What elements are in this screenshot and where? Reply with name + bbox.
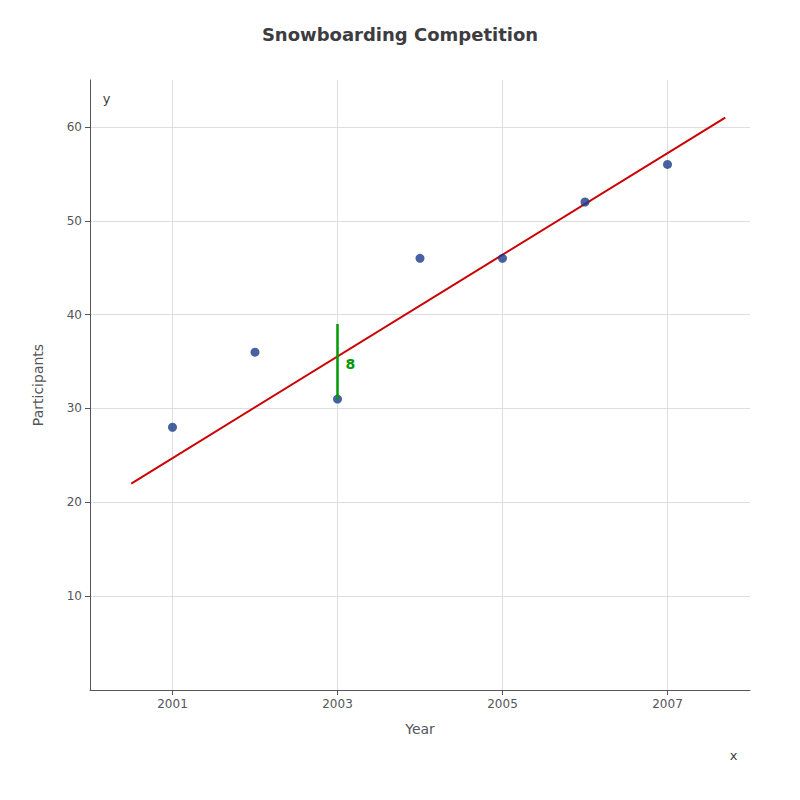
svg-text:2003: 2003 — [322, 697, 353, 711]
svg-text:20: 20 — [67, 495, 82, 509]
svg-text:Participants: Participants — [30, 344, 46, 426]
svg-text:Year: Year — [404, 721, 435, 737]
svg-text:Snowboarding Competition: Snowboarding Competition — [262, 24, 538, 45]
svg-text:50: 50 — [67, 214, 82, 228]
svg-text:2007: 2007 — [652, 697, 683, 711]
svg-text:10: 10 — [67, 589, 82, 603]
svg-text:30: 30 — [67, 401, 82, 415]
svg-text:60: 60 — [67, 120, 82, 134]
svg-text:8: 8 — [346, 356, 356, 372]
svg-text:y: y — [103, 91, 111, 106]
svg-text:2005: 2005 — [487, 697, 518, 711]
svg-text:x: x — [730, 748, 738, 763]
svg-text:40: 40 — [67, 308, 82, 322]
svg-text:2001: 2001 — [157, 697, 188, 711]
